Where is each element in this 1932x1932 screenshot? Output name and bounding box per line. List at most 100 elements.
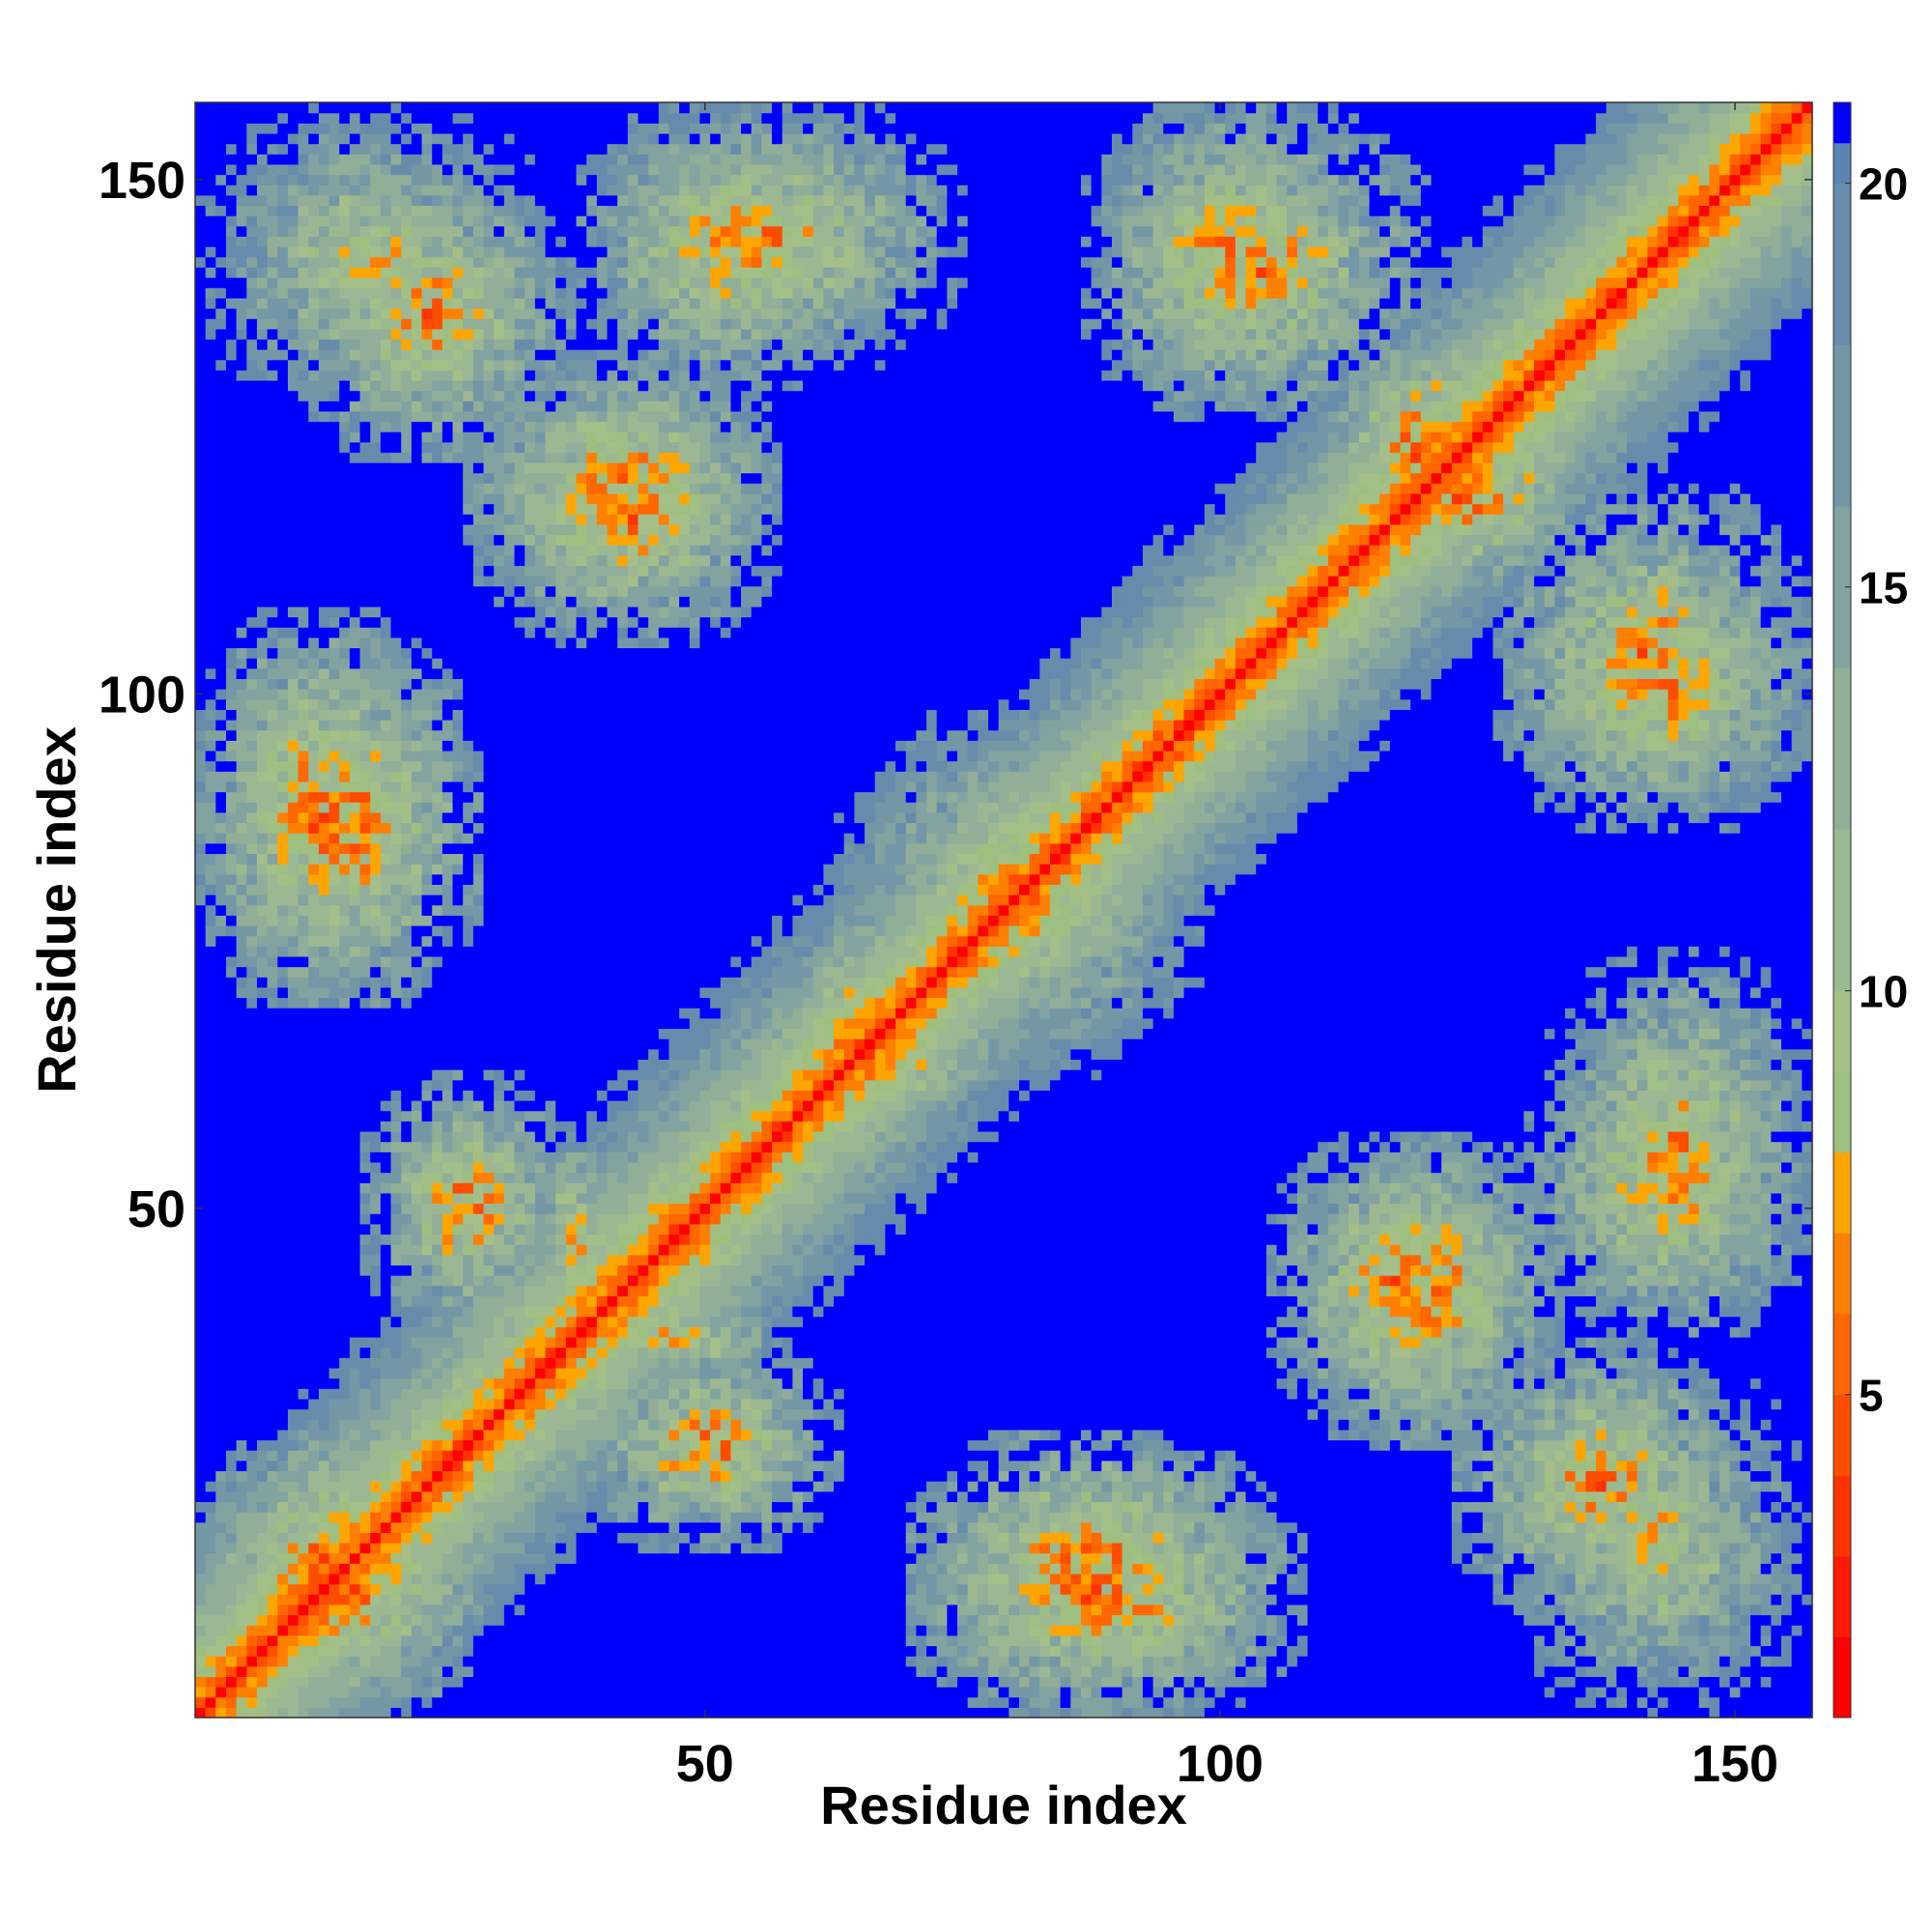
heatmap-cell <box>215 287 227 298</box>
heatmap-cell <box>401 1408 412 1420</box>
heatmap-cell <box>472 185 485 196</box>
heatmap-cell <box>432 544 443 556</box>
heatmap-cell <box>236 225 247 238</box>
heatmap-cell <box>277 1552 289 1564</box>
heatmap-cell <box>236 1512 247 1523</box>
heatmap-cell <box>472 1285 485 1296</box>
heatmap-cell <box>277 864 289 875</box>
heatmap-cell <box>256 729 269 741</box>
heatmap-cell <box>308 811 320 824</box>
heatmap-cell <box>236 483 247 495</box>
heatmap-cell <box>277 668 289 679</box>
heatmap-cell <box>298 1048 309 1061</box>
heatmap-cell <box>359 554 371 566</box>
heatmap-cell <box>380 1594 392 1605</box>
heatmap-cell <box>463 1069 474 1081</box>
heatmap-cell <box>287 472 299 484</box>
heatmap-cell <box>472 1316 485 1327</box>
heatmap-cell <box>195 1583 207 1595</box>
heatmap-cell <box>441 174 454 185</box>
heatmap-cell <box>401 915 412 926</box>
heatmap-cell <box>452 1408 464 1420</box>
heatmap-cell <box>349 1614 361 1626</box>
heatmap-cell <box>318 678 330 690</box>
heatmap-cell <box>472 1614 485 1626</box>
heatmap-cell <box>339 1656 351 1667</box>
heatmap-cell <box>287 1295 299 1307</box>
heatmap-cell <box>349 884 361 895</box>
heatmap-cell <box>287 1161 299 1174</box>
heatmap-cell <box>514 740 526 752</box>
heatmap-cell <box>421 1614 433 1626</box>
heatmap-cell <box>205 1491 216 1502</box>
heatmap-cell <box>318 924 330 937</box>
heatmap-cell <box>215 904 227 916</box>
heatmap-cell <box>483 1316 495 1327</box>
heatmap-cell <box>318 781 330 793</box>
heatmap-cell <box>463 185 474 196</box>
heatmap-cell <box>472 1676 485 1688</box>
heatmap-cell <box>225 895 238 906</box>
heatmap-cell <box>359 236 371 247</box>
heatmap-cell <box>205 1038 216 1050</box>
heatmap-cell <box>401 1521 412 1533</box>
heatmap-cell <box>225 1347 238 1358</box>
heatmap-cell <box>411 1439 423 1451</box>
heatmap-cell <box>421 1213 433 1225</box>
heatmap-cell <box>463 935 474 947</box>
heatmap-cell <box>339 637 351 649</box>
heatmap-cell <box>421 977 433 988</box>
heatmap-cell <box>411 1532 423 1544</box>
heatmap-cell <box>298 822 309 834</box>
heatmap-cell <box>328 472 340 484</box>
heatmap-cell <box>318 369 330 382</box>
heatmap-cell <box>318 246 330 258</box>
heatmap-cell <box>277 1357 289 1369</box>
heatmap-cell <box>256 678 269 690</box>
heatmap-cell <box>205 1614 216 1626</box>
heatmap-cell <box>421 1306 433 1318</box>
heatmap-cell <box>339 1460 351 1472</box>
heatmap-cell <box>205 565 216 577</box>
heatmap-cell <box>421 1491 433 1502</box>
heatmap-cell <box>215 1357 227 1369</box>
heatmap-cell <box>267 380 278 391</box>
heatmap-cell <box>503 1172 516 1183</box>
heatmap-cell <box>256 946 269 957</box>
heatmap-cell <box>298 1634 309 1647</box>
heatmap-cell <box>472 853 485 865</box>
heatmap-cell <box>267 760 278 772</box>
heatmap-cell <box>472 174 485 185</box>
heatmap-cell <box>318 1254 330 1266</box>
heatmap-cell <box>256 1521 269 1533</box>
heatmap-cell <box>298 256 309 268</box>
heatmap-cell <box>441 1347 454 1358</box>
heatmap-cell <box>318 1090 330 1101</box>
heatmap-cell <box>308 915 320 926</box>
heatmap-cell <box>494 842 505 855</box>
heatmap-cell <box>339 729 351 741</box>
heatmap-cell <box>441 1172 454 1183</box>
heatmap-cell <box>349 369 361 382</box>
heatmap-cell <box>339 307 351 320</box>
heatmap-cell <box>370 1306 382 1318</box>
heatmap-cell <box>463 1573 474 1585</box>
heatmap-cell <box>215 1676 227 1688</box>
heatmap-cell <box>205 1594 216 1605</box>
heatmap-cell <box>195 380 207 391</box>
heatmap-cell <box>195 1130 207 1143</box>
heatmap-cell <box>298 503 309 515</box>
heatmap-cell <box>421 369 433 382</box>
heatmap-cell <box>236 1254 247 1266</box>
heatmap-cell <box>236 431 247 443</box>
heatmap-cell <box>432 1038 443 1050</box>
heatmap-cell <box>318 112 330 124</box>
heatmap-cell <box>421 359 433 371</box>
heatmap-cell <box>298 1059 309 1070</box>
heatmap-cell <box>432 1203 443 1214</box>
heatmap-cell <box>483 246 495 258</box>
heatmap-cell <box>503 575 516 587</box>
heatmap-cell <box>494 534 505 546</box>
heatmap-cell <box>494 853 505 865</box>
heatmap-cell <box>236 1388 247 1400</box>
